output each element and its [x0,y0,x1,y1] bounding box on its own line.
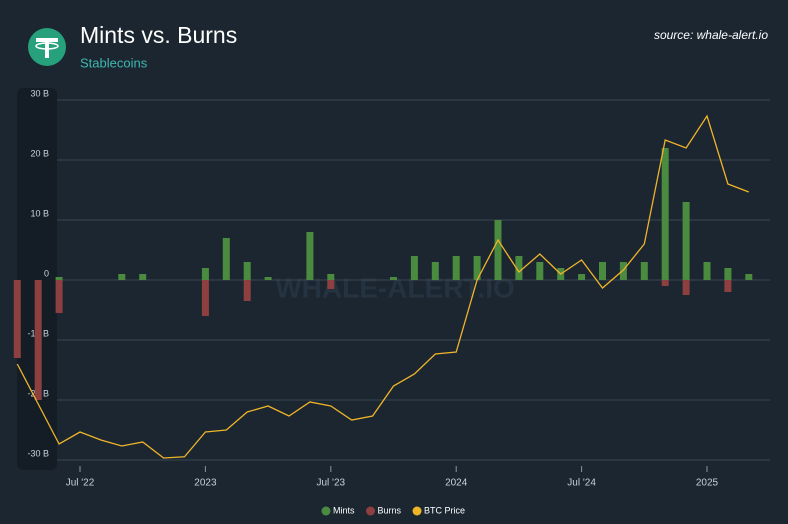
source: source: whale-alert.io [654,28,768,42]
bar [619,262,627,280]
legend-label: Mints [333,505,355,515]
bar [724,280,732,292]
bar [515,256,523,280]
x-tick-label: Jul '22 [66,478,95,489]
bar [264,277,272,280]
bar [599,262,606,280]
bar [327,274,335,280]
legend-label: BTC Price [424,505,465,515]
x-tick-label: Jul '23 [317,478,346,489]
bar [222,238,230,280]
logo [28,28,66,66]
bar [139,274,147,280]
y-tick-label: 0 [44,268,49,278]
bar [34,280,42,400]
y-tick-label: 10 B [30,208,49,218]
bar [745,274,753,280]
legend-marker [321,506,331,516]
bar [682,202,690,280]
bar [494,220,502,280]
bar [473,256,481,280]
bar [306,232,314,280]
bar [55,280,63,313]
bar [578,274,586,280]
bar [327,280,335,289]
chart-subtitle: Stablecoins [80,55,148,70]
bar [703,262,711,280]
chart-title: Mints vs. Burns [80,22,237,48]
x-tick-label: 2023 [194,478,217,489]
y-tick-label: -30 B [27,448,49,458]
bar [682,280,690,295]
bar [118,274,126,280]
bar [201,280,209,316]
bar [661,280,669,286]
bar [390,277,397,280]
y-tick-label: 20 B [30,148,49,158]
bar [410,256,418,280]
legend-marker [412,506,422,516]
bar [243,280,251,301]
line [16,114,750,459]
bar [13,280,21,358]
bar [452,256,460,280]
legend-marker [366,506,376,516]
x-tick-label: 2025 [696,478,719,489]
bar [661,148,669,280]
bar [724,268,732,280]
bar [536,262,544,280]
y-tick-label: 30 B [30,88,49,98]
legend-label: Burns [378,505,402,515]
bar [640,262,648,280]
bar [243,262,251,280]
bar [431,262,439,280]
y-axis-panel [17,88,57,470]
x-tick-label: Jul '24 [567,478,596,489]
x-tick-label: 2024 [445,478,468,489]
bar [55,277,63,280]
bar [201,268,209,280]
